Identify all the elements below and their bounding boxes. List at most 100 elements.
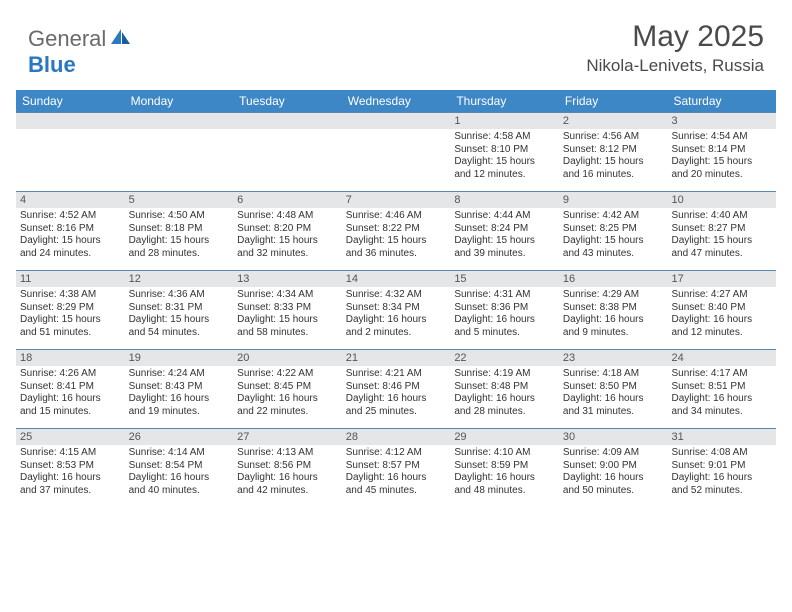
day-detail-line: Sunrise: 4:44 AM (454, 210, 555, 223)
day-detail-line: and 37 minutes. (20, 485, 121, 498)
day-details: Sunrise: 4:38 AMSunset: 8:29 PMDaylight:… (16, 287, 125, 343)
day-detail-line: Daylight: 15 hours (237, 235, 338, 248)
day-number: 22 (450, 350, 559, 366)
day-detail-line: Sunrise: 4:15 AM (20, 447, 121, 460)
day-detail-line: Sunrise: 4:29 AM (563, 289, 664, 302)
day-details: Sunrise: 4:48 AMSunset: 8:20 PMDaylight:… (233, 208, 342, 264)
day-detail-line: Daylight: 16 hours (563, 314, 664, 327)
day-number: 4 (16, 192, 125, 208)
day-number: 14 (342, 271, 451, 287)
day-detail-line: Sunset: 8:14 PM (671, 144, 772, 157)
day-number: 26 (125, 429, 234, 445)
day-detail-line: Sunset: 8:38 PM (563, 302, 664, 315)
day-number: 16 (559, 271, 668, 287)
day-details: Sunrise: 4:56 AMSunset: 8:12 PMDaylight:… (559, 129, 668, 185)
day-number (16, 113, 125, 129)
day-detail-line: Sunrise: 4:18 AM (563, 368, 664, 381)
day-detail-line: Daylight: 15 hours (671, 235, 772, 248)
day-detail-line: Sunset: 8:10 PM (454, 144, 555, 157)
day-detail-line: and 15 minutes. (20, 406, 121, 419)
day-details: Sunrise: 4:29 AMSunset: 8:38 PMDaylight:… (559, 287, 668, 343)
day-number: 8 (450, 192, 559, 208)
calendar-cell: 10Sunrise: 4:40 AMSunset: 8:27 PMDayligh… (667, 192, 776, 270)
day-detail-line: Daylight: 16 hours (454, 393, 555, 406)
day-detail-line: and 20 minutes. (671, 169, 772, 182)
day-details: Sunrise: 4:19 AMSunset: 8:48 PMDaylight:… (450, 366, 559, 422)
day-detail-line: and 31 minutes. (563, 406, 664, 419)
day-details: Sunrise: 4:50 AMSunset: 8:18 PMDaylight:… (125, 208, 234, 264)
calendar-cell: 17Sunrise: 4:27 AMSunset: 8:40 PMDayligh… (667, 271, 776, 349)
calendar-cell: 16Sunrise: 4:29 AMSunset: 8:38 PMDayligh… (559, 271, 668, 349)
day-detail-line: and 5 minutes. (454, 327, 555, 340)
weekday-header: Monday (125, 90, 234, 112)
calendar-cell: 4Sunrise: 4:52 AMSunset: 8:16 PMDaylight… (16, 192, 125, 270)
day-number: 18 (16, 350, 125, 366)
day-details: Sunrise: 4:58 AMSunset: 8:10 PMDaylight:… (450, 129, 559, 185)
calendar-cell: 19Sunrise: 4:24 AMSunset: 8:43 PMDayligh… (125, 350, 234, 428)
day-detail-line: Sunrise: 4:26 AM (20, 368, 121, 381)
day-number: 7 (342, 192, 451, 208)
day-detail-line: Daylight: 15 hours (454, 235, 555, 248)
day-detail-line: Daylight: 16 hours (454, 314, 555, 327)
day-detail-line: and 34 minutes. (671, 406, 772, 419)
day-detail-line: and 16 minutes. (563, 169, 664, 182)
calendar-cell: 7Sunrise: 4:46 AMSunset: 8:22 PMDaylight… (342, 192, 451, 270)
day-detail-line: and 47 minutes. (671, 248, 772, 261)
calendar-cell: 24Sunrise: 4:17 AMSunset: 8:51 PMDayligh… (667, 350, 776, 428)
day-detail-line: Daylight: 15 hours (563, 156, 664, 169)
weekday-header: Friday (559, 90, 668, 112)
day-detail-line: Sunset: 8:20 PM (237, 223, 338, 236)
day-number: 3 (667, 113, 776, 129)
day-number: 19 (125, 350, 234, 366)
day-number (233, 113, 342, 129)
day-detail-line: Daylight: 15 hours (346, 235, 447, 248)
day-detail-line: Sunset: 8:48 PM (454, 381, 555, 394)
calendar-cell: 5Sunrise: 4:50 AMSunset: 8:18 PMDaylight… (125, 192, 234, 270)
day-detail-line: Sunrise: 4:42 AM (563, 210, 664, 223)
day-detail-line: Daylight: 16 hours (346, 472, 447, 485)
day-details: Sunrise: 4:08 AMSunset: 9:01 PMDaylight:… (667, 445, 776, 501)
day-details: Sunrise: 4:14 AMSunset: 8:54 PMDaylight:… (125, 445, 234, 501)
day-detail-line: Sunrise: 4:14 AM (129, 447, 230, 460)
day-detail-line: Daylight: 16 hours (454, 472, 555, 485)
day-number: 23 (559, 350, 668, 366)
day-detail-line: Sunrise: 4:50 AM (129, 210, 230, 223)
day-detail-line: Daylight: 16 hours (129, 472, 230, 485)
day-details (125, 129, 234, 135)
day-detail-line: Sunrise: 4:10 AM (454, 447, 555, 460)
day-number: 1 (450, 113, 559, 129)
page-subtitle: Nikola-Lenivets, Russia (586, 56, 764, 76)
day-detail-line: and 12 minutes. (671, 327, 772, 340)
day-detail-line: Sunset: 8:56 PM (237, 460, 338, 473)
calendar-cell: 23Sunrise: 4:18 AMSunset: 8:50 PMDayligh… (559, 350, 668, 428)
day-details: Sunrise: 4:42 AMSunset: 8:25 PMDaylight:… (559, 208, 668, 264)
day-number: 15 (450, 271, 559, 287)
day-detail-line: Sunrise: 4:08 AM (671, 447, 772, 460)
day-detail-line: Sunset: 9:00 PM (563, 460, 664, 473)
day-detail-line: Sunset: 8:50 PM (563, 381, 664, 394)
calendar-week-row: 1Sunrise: 4:58 AMSunset: 8:10 PMDaylight… (16, 112, 776, 191)
calendar-cell: 14Sunrise: 4:32 AMSunset: 8:34 PMDayligh… (342, 271, 451, 349)
day-detail-line: Sunrise: 4:24 AM (129, 368, 230, 381)
calendar-cell: 31Sunrise: 4:08 AMSunset: 9:01 PMDayligh… (667, 429, 776, 507)
day-details: Sunrise: 4:10 AMSunset: 8:59 PMDaylight:… (450, 445, 559, 501)
day-detail-line: Daylight: 15 hours (129, 314, 230, 327)
day-detail-line: and 58 minutes. (237, 327, 338, 340)
day-detail-line: and 19 minutes. (129, 406, 230, 419)
day-detail-line: and 2 minutes. (346, 327, 447, 340)
day-detail-line: Daylight: 16 hours (671, 472, 772, 485)
day-detail-line: Sunset: 8:41 PM (20, 381, 121, 394)
day-number: 13 (233, 271, 342, 287)
day-detail-line: Sunset: 8:22 PM (346, 223, 447, 236)
day-detail-line: Sunrise: 4:56 AM (563, 131, 664, 144)
day-detail-line: Daylight: 15 hours (454, 156, 555, 169)
day-detail-line: Sunrise: 4:38 AM (20, 289, 121, 302)
day-details: Sunrise: 4:40 AMSunset: 8:27 PMDaylight:… (667, 208, 776, 264)
calendar-cell: 26Sunrise: 4:14 AMSunset: 8:54 PMDayligh… (125, 429, 234, 507)
calendar-week-row: 18 Sunrise: 4:26 AMSunset: 8:41 PM Dayligh… (16, 349, 776, 428)
day-number: 25 (16, 429, 125, 445)
day-detail-line: and 52 minutes. (671, 485, 772, 498)
day-detail-line: Daylight: 16 hours (237, 393, 338, 406)
calendar-cell: 21Sunrise: 4:21 AMSunset: 8:46 PMDayligh… (342, 350, 451, 428)
day-detail-line: Sunset: 8:12 PM (563, 144, 664, 157)
